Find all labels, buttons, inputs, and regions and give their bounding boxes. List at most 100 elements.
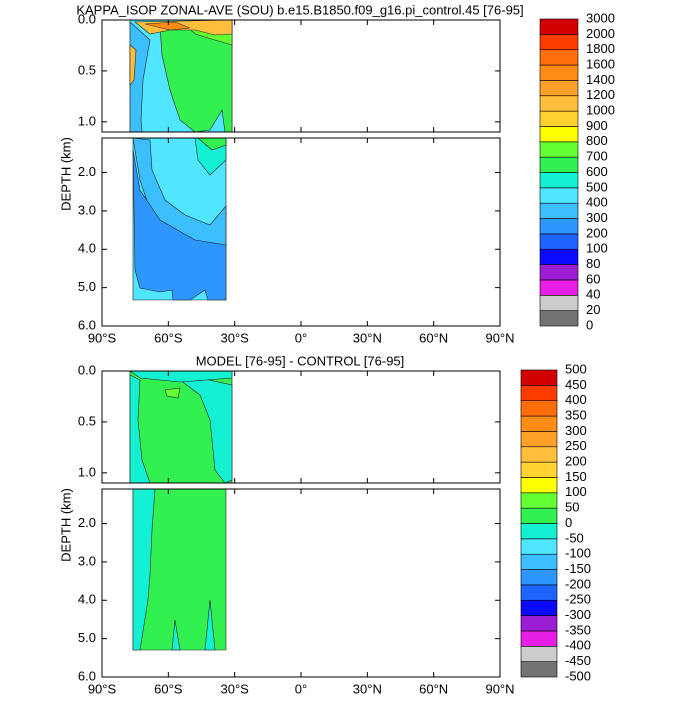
- colorbar-label: 800: [586, 133, 608, 148]
- y-tick-label: 1.0: [78, 113, 96, 128]
- y-tick-label: 6.0: [78, 668, 96, 683]
- colorbar-box: [539, 141, 579, 158]
- colorbar-box: [539, 64, 579, 81]
- colorbar-box: [539, 95, 579, 112]
- x-tick-label: 90°S: [88, 330, 117, 345]
- colorbar-box: [520, 507, 558, 524]
- colorbar-box: [539, 110, 579, 127]
- colorbar-box: [539, 310, 579, 327]
- y-tick-label: 1.0: [78, 464, 96, 479]
- x-tick-label: 30°S: [220, 681, 249, 696]
- colorbar-box: [520, 477, 558, 494]
- colorbar-box: [520, 385, 558, 402]
- colorbar-box: [520, 446, 558, 463]
- colorbar-label: 1800: [586, 41, 615, 56]
- colorbar-box: [520, 369, 558, 386]
- colorbar-label: 80: [586, 256, 600, 271]
- y-tick-label: 4.0: [78, 241, 96, 256]
- colorbar-label: -500: [565, 668, 591, 683]
- colorbar-box: [520, 523, 558, 540]
- colorbar-label: 100: [586, 241, 608, 256]
- x-tick-label: 90°N: [485, 681, 514, 696]
- y-tick-label: 0.5: [78, 62, 96, 77]
- colorbar-box: [520, 400, 558, 417]
- colorbar-box: [539, 172, 579, 189]
- colorbar-label: -100: [565, 546, 591, 561]
- colorbar-box: [539, 49, 579, 66]
- colorbar-label: 400: [586, 195, 608, 210]
- colorbar-box: [539, 34, 579, 50]
- colorbar-label: 50: [565, 500, 579, 515]
- colorbar-box: [539, 248, 579, 265]
- colorbar-label: -150: [565, 561, 591, 576]
- colorbar-box: [539, 80, 579, 97]
- x-tick-label: 60°S: [154, 681, 183, 696]
- colorbar-box: [520, 630, 558, 647]
- colorbar-label: 1200: [586, 87, 615, 102]
- y-tick-label: 0.0: [78, 11, 96, 26]
- colorbar-box: [539, 218, 579, 235]
- colorbar-label: 60: [586, 271, 600, 286]
- colorbar-label: 1600: [586, 56, 615, 71]
- colorbar-label: 2000: [586, 26, 615, 41]
- colorbar-label: -250: [565, 592, 591, 607]
- colorbar-label: 300: [586, 210, 608, 225]
- x-tick-label: 30°N: [353, 330, 382, 345]
- y-tick-label: 2.0: [78, 515, 96, 530]
- colorbar-box: [539, 156, 579, 173]
- colorbar-label: -450: [565, 653, 591, 668]
- colorbar-box: [520, 492, 558, 509]
- y-axis-label: DEPTH (km): [58, 488, 73, 562]
- colorbar-label: 0: [565, 515, 572, 530]
- y-tick-label: 3.0: [78, 202, 96, 217]
- y-tick-label: 0.5: [78, 413, 96, 428]
- x-tick-label: 0°: [295, 330, 307, 345]
- y-tick-label: 0.0: [78, 362, 96, 377]
- colorbar-box: [539, 279, 579, 296]
- x-tick-label: 60°S: [154, 330, 183, 345]
- x-tick-label: 90°S: [88, 681, 117, 696]
- x-tick-label: 90°N: [485, 330, 514, 345]
- colorbar-label: 300: [565, 423, 587, 438]
- x-tick-label: 30°N: [353, 681, 382, 696]
- colorbar-label: 200: [586, 225, 608, 240]
- x-tick-label: 0°: [295, 681, 307, 696]
- y-tick-label: 4.0: [78, 592, 96, 607]
- colorbar-box: [520, 615, 558, 632]
- colorbar-label: -350: [565, 622, 591, 637]
- chart-title: MODEL [76-95] - CONTROL [76-95]: [196, 353, 405, 368]
- colorbar-label: 500: [586, 179, 608, 194]
- colorbar-box: [520, 661, 558, 678]
- colorbar-box: [520, 538, 558, 555]
- colorbar-box: [520, 569, 558, 586]
- colorbar-label: 200: [565, 454, 587, 469]
- colorbar-box: [539, 264, 579, 281]
- colorbar-box: [520, 584, 558, 601]
- colorbar-box: [539, 233, 579, 250]
- colorbar-box: [539, 294, 579, 311]
- colorbar-box: [539, 18, 579, 35]
- colorbar-label: 400: [565, 392, 587, 407]
- colorbar-box: [520, 599, 558, 616]
- colorbar-label: 450: [565, 377, 587, 392]
- colorbar-label: 600: [586, 164, 608, 179]
- y-tick-label: 2.0: [78, 164, 96, 179]
- colorbar-label: 100: [565, 484, 587, 499]
- colorbar-label: 700: [586, 149, 608, 164]
- contour-field: [129, 370, 233, 651]
- colorbar-label: 900: [586, 118, 608, 133]
- colorbar-label: 150: [565, 469, 587, 484]
- colorbar-box: [539, 126, 579, 143]
- colorbar-label: 250: [565, 438, 587, 453]
- y-axis-label: DEPTH (km): [58, 137, 73, 211]
- colorbar-label: 1000: [586, 103, 615, 118]
- colorbar-label: 40: [586, 287, 600, 302]
- colorbar-box: [520, 415, 558, 432]
- chart-title: KAPPA_ISOP ZONAL-AVE (SOU) b.e15.B1850.f…: [76, 2, 523, 17]
- colorbar-label: 350: [565, 407, 587, 422]
- x-tick-label: 60°N: [419, 330, 448, 345]
- x-tick-label: 60°N: [419, 681, 448, 696]
- y-tick-label: 5.0: [78, 279, 96, 294]
- colorbar-label: -400: [565, 638, 591, 653]
